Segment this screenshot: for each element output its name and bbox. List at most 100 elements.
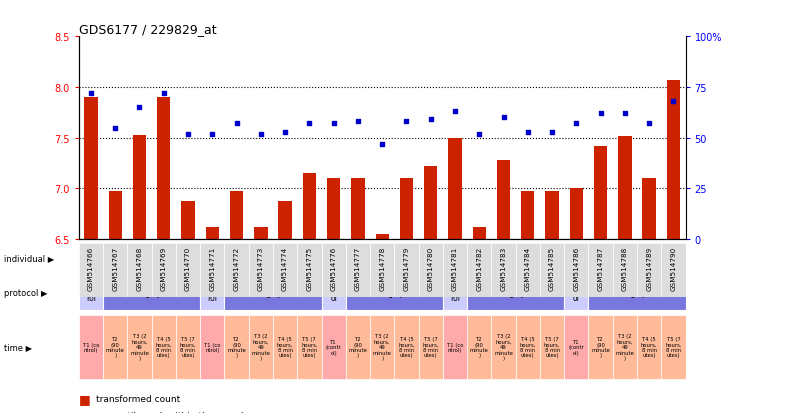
- Text: GSM514782: GSM514782: [476, 246, 482, 290]
- Text: T5 (7
hours,
8 min
utes): T5 (7 hours, 8 min utes): [301, 336, 318, 358]
- Point: [230, 121, 243, 128]
- Bar: [206, 228, 219, 240]
- Bar: [661, 315, 686, 379]
- Bar: [394, 244, 418, 297]
- Text: T2
(90
minute
): T2 (90 minute ): [591, 336, 610, 358]
- Text: GSM514779: GSM514779: [403, 246, 410, 290]
- Text: GSM514774: GSM514774: [282, 246, 288, 290]
- Bar: [424, 167, 437, 240]
- Bar: [128, 244, 151, 297]
- Bar: [497, 161, 510, 240]
- Text: protocol ▶: protocol ▶: [4, 289, 47, 298]
- Text: cont
rol: cont rol: [83, 283, 99, 302]
- Bar: [230, 192, 243, 240]
- Text: T2
(90
minute
): T2 (90 minute ): [227, 336, 246, 358]
- Point: [84, 90, 97, 97]
- Bar: [79, 244, 103, 297]
- Bar: [200, 277, 225, 310]
- Text: orange juice: orange juice: [370, 288, 418, 297]
- Bar: [151, 244, 176, 297]
- Point: [279, 129, 292, 135]
- Bar: [322, 244, 346, 297]
- Text: GSM514789: GSM514789: [646, 246, 652, 290]
- Text: orange juice: orange juice: [492, 288, 540, 297]
- Text: T1
(contr
ol): T1 (contr ol): [568, 339, 584, 355]
- Text: GSM514788: GSM514788: [622, 246, 628, 290]
- Point: [594, 111, 607, 117]
- Bar: [79, 315, 103, 379]
- Point: [522, 129, 534, 135]
- Text: T3 (2
hours,
49
minute
): T3 (2 hours, 49 minute ): [251, 334, 270, 360]
- Bar: [327, 179, 340, 240]
- Bar: [589, 277, 686, 310]
- Bar: [322, 315, 346, 379]
- Point: [255, 131, 267, 138]
- Point: [376, 141, 388, 148]
- Point: [497, 115, 510, 121]
- Bar: [637, 244, 661, 297]
- Bar: [346, 315, 370, 379]
- Point: [448, 109, 461, 115]
- Bar: [443, 315, 467, 379]
- Text: T4 (5
hours,
8 min
utes): T4 (5 hours, 8 min utes): [155, 336, 172, 358]
- Text: GSM514777: GSM514777: [355, 246, 361, 290]
- Text: T5 (7
hours,
8 min
utes): T5 (7 hours, 8 min utes): [422, 336, 439, 358]
- Text: GSM514766: GSM514766: [88, 246, 94, 290]
- Text: GDS6177 / 229829_at: GDS6177 / 229829_at: [79, 23, 217, 36]
- Point: [400, 119, 413, 126]
- Bar: [570, 189, 583, 240]
- Bar: [79, 277, 103, 310]
- Text: individual ▶: individual ▶: [4, 254, 54, 263]
- Bar: [589, 315, 613, 379]
- Text: T1 (co
ntrol): T1 (co ntrol): [83, 342, 99, 352]
- Point: [133, 104, 146, 111]
- Text: T2
(90
minute
): T2 (90 minute ): [106, 336, 125, 358]
- Text: GSM514783: GSM514783: [500, 246, 507, 290]
- Text: T3 (2
hours,
49
minute
): T3 (2 hours, 49 minute ): [373, 334, 392, 360]
- Text: GSM514771: GSM514771: [210, 246, 215, 290]
- Bar: [467, 315, 492, 379]
- Bar: [667, 81, 680, 240]
- Bar: [225, 315, 249, 379]
- Text: GSM514787: GSM514787: [597, 246, 604, 290]
- Text: T3 (2
hours,
49
minute
): T3 (2 hours, 49 minute ): [615, 334, 634, 360]
- Text: orange juice: orange juice: [613, 288, 661, 297]
- Bar: [492, 244, 515, 297]
- Point: [570, 121, 582, 128]
- Text: T3 (2
hours,
49
minute
): T3 (2 hours, 49 minute ): [130, 334, 149, 360]
- Point: [158, 90, 170, 97]
- Point: [351, 119, 364, 126]
- Bar: [176, 315, 200, 379]
- Text: GSM514772: GSM514772: [233, 246, 240, 290]
- Text: GSM514769: GSM514769: [161, 246, 167, 290]
- Bar: [515, 315, 540, 379]
- Bar: [619, 136, 631, 240]
- Text: transformed count: transformed count: [96, 394, 180, 403]
- Point: [473, 131, 485, 138]
- Text: contr
ol: contr ol: [324, 283, 344, 302]
- Text: GSM514785: GSM514785: [549, 246, 555, 290]
- Bar: [200, 315, 225, 379]
- Bar: [225, 244, 249, 297]
- Bar: [418, 244, 443, 297]
- Bar: [448, 138, 462, 240]
- Bar: [473, 228, 486, 240]
- Bar: [443, 244, 467, 297]
- Text: T4 (5
hours,
8 min
utes): T4 (5 hours, 8 min utes): [398, 336, 414, 358]
- Text: GSM514778: GSM514778: [379, 246, 385, 290]
- Bar: [443, 277, 467, 310]
- Point: [182, 131, 195, 138]
- Text: S56: S56: [615, 253, 635, 263]
- Bar: [322, 277, 346, 310]
- Bar: [255, 228, 267, 240]
- Text: T1 (co
ntrol): T1 (co ntrol): [204, 342, 221, 352]
- Bar: [370, 244, 394, 297]
- Bar: [157, 98, 170, 240]
- Bar: [346, 244, 370, 297]
- Bar: [540, 315, 564, 379]
- Text: S51: S51: [129, 253, 150, 263]
- Bar: [346, 277, 443, 310]
- Bar: [594, 147, 608, 240]
- Text: S53: S53: [372, 253, 392, 263]
- Text: T5 (7
hours,
8 min
utes): T5 (7 hours, 8 min utes): [180, 336, 196, 358]
